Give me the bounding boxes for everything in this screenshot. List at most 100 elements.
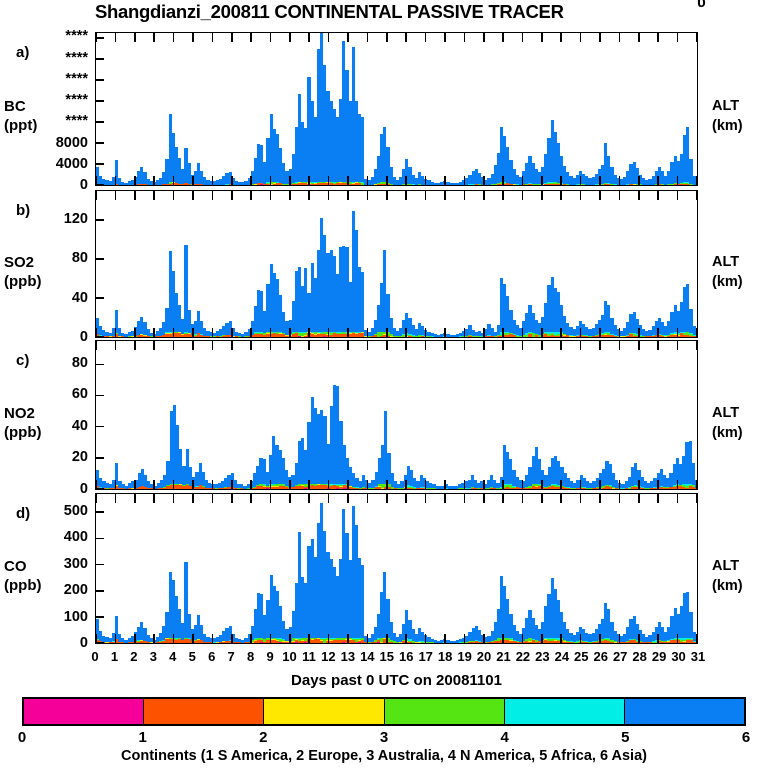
bar-segment-africa [553,332,557,335]
bar-segment-asia [301,437,305,485]
bar-segment-australia [285,335,289,336]
bar [231,191,235,337]
bar [531,191,535,337]
x-tick [657,33,660,42]
bar-segment-africa [679,332,684,333]
bar-segment-europe [181,640,185,643]
bar [349,341,353,489]
bar-segment-asia [619,179,624,185]
bar [607,494,611,643]
bar-segment-africa [657,333,661,335]
bar-segment-asia [575,175,579,185]
bar-segment-africa [512,486,516,487]
bar-segment-n-america [683,333,687,336]
x-tick [366,341,369,350]
bar-segment-europe [566,641,570,643]
bar-segment-asia [474,169,478,185]
bar [310,191,314,337]
bar [582,494,586,643]
bar [118,494,122,643]
bar-segment-asia [260,593,264,638]
bar-segment-n-america [266,638,270,640]
bar [588,494,592,643]
bar [667,33,671,185]
x-tick [114,328,117,337]
bar [212,191,216,337]
bar-segment-asia [209,332,213,337]
bar-segment-n-america [323,182,327,184]
bar-segment-europe [220,488,225,489]
bar [105,33,109,185]
bar-segment-n-america [166,484,170,486]
bar-segment-asia [253,305,257,333]
bar [406,341,410,489]
x-tick [463,328,466,337]
bar-segment-europe [215,336,220,337]
bar-segment-asia [252,473,257,487]
bar [121,191,125,337]
bar-segment-europe [553,183,557,185]
bar [692,33,696,185]
bar-segment-asia [188,467,193,486]
bar-segment-asia [408,317,412,334]
bar-segment-europe [610,641,614,643]
bar-segment-n-america [351,638,355,640]
bar-segment-asia [197,614,201,639]
bar-segment-africa [408,333,412,335]
bar [127,494,131,643]
bar-segment-africa [411,335,415,337]
bar-segment-asia [585,176,589,185]
x-tick [502,33,504,42]
bar [537,494,542,643]
bar [228,191,232,337]
x-tick [405,328,407,337]
bar-segment-s-america [304,642,308,643]
bar [678,341,683,489]
bar-segment-asia [200,625,204,641]
bar-segment-asia [613,174,617,185]
bar-segment-asia [279,148,283,184]
bar [181,494,185,643]
bar-segment-asia [648,330,652,336]
bar [477,191,482,337]
bar-segment-n-america [604,333,608,335]
bar-segment-asia [256,290,261,333]
bar [582,341,587,489]
bar [575,33,579,185]
bar-segment-asia [588,634,592,642]
bar-segment-europe [137,486,141,489]
bar-segment-n-america [193,640,197,641]
bar-segment-asia [250,625,254,641]
bar [414,191,418,337]
bar [493,341,497,489]
bar [534,33,538,185]
bar-segment-asia [246,484,250,489]
bar-segment-africa [256,332,261,333]
bar-segment-asia [285,628,289,641]
bar-segment-africa [522,640,526,642]
bar-segment-asia [686,283,690,333]
bar-segment-asia [168,251,172,333]
bar [124,341,129,489]
bar-segment-n-america [339,638,343,640]
bar-segment-europe [547,640,551,643]
bar-segment-asia [111,633,115,642]
bar [147,341,151,489]
bar-segment-asia [178,157,182,184]
bar-segment-africa [294,637,298,639]
bar [458,191,463,337]
bar [200,191,204,337]
bar-segment-asia [345,457,350,485]
bar-segment-europe [323,183,327,185]
bar-segment-asia [146,178,150,185]
bar-segment-asia [626,322,630,335]
bar-segment-asia [250,171,254,185]
bar-segment-asia [155,331,160,337]
bar-segment-asia [156,482,161,489]
bar-segment-s-america [357,642,362,643]
bar-segment-asia [402,169,406,185]
bar-segment-europe [640,488,644,489]
bar-segment-europe [383,334,387,337]
bar [465,33,469,185]
bar-segment-asia [591,328,595,336]
